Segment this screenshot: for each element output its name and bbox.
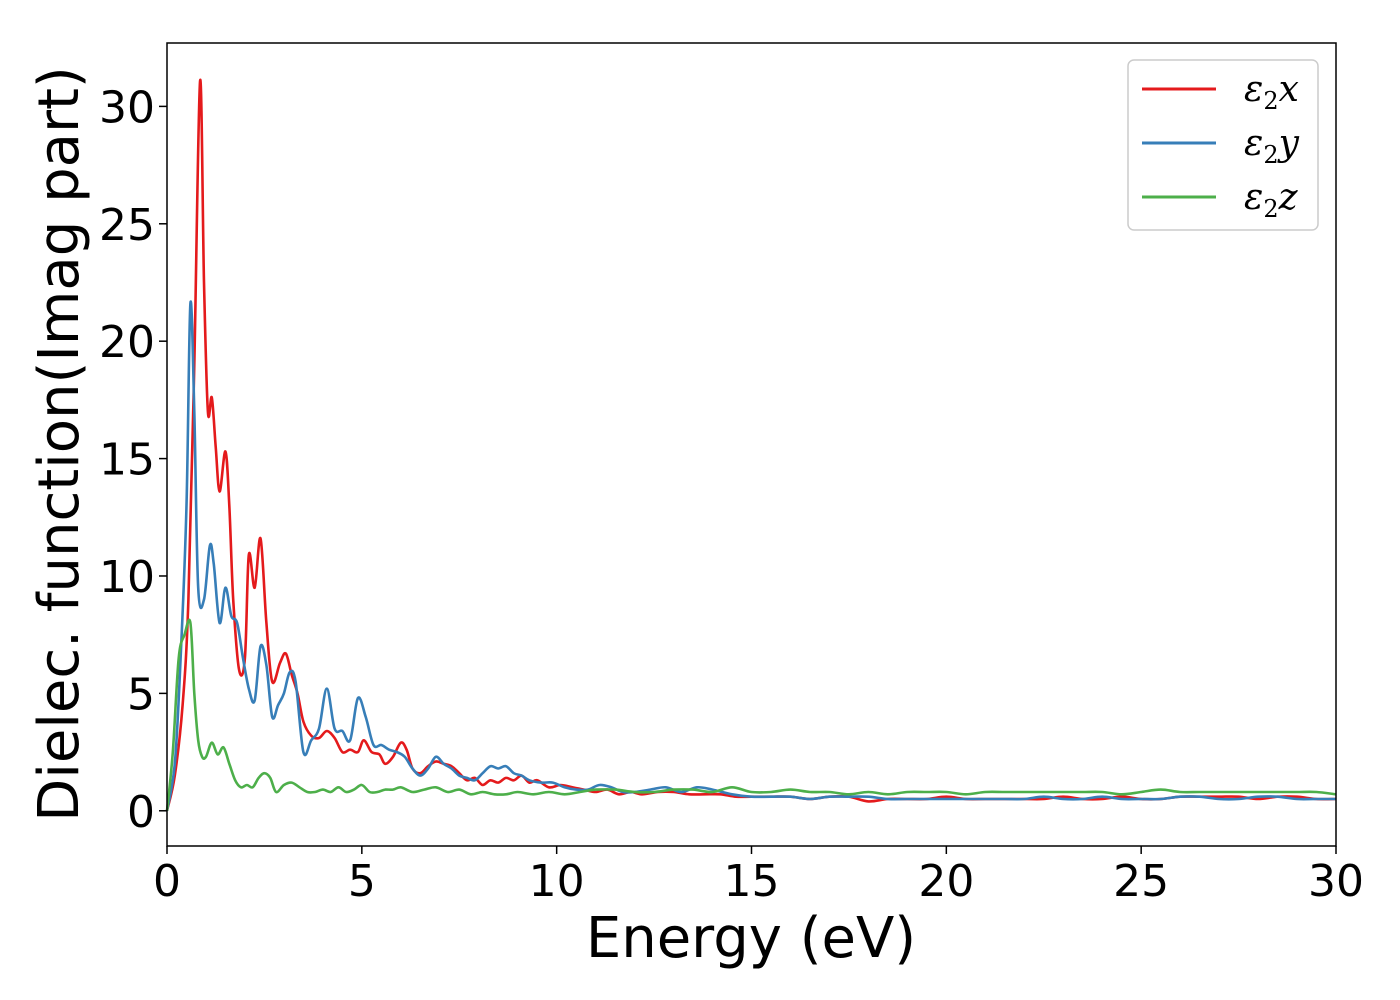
legend-label-y: ε2y — [1244, 123, 1300, 169]
series-line-y — [165, 300, 1336, 812]
legend-label-z: ε2z — [1244, 177, 1299, 223]
x-tick-label: 0 — [153, 856, 181, 907]
y-axis: 0 5 10 15 20 25 30 — [99, 82, 167, 838]
series-line-z — [165, 618, 1337, 811]
legend: ε2x ε2y ε2z — [1127, 59, 1319, 231]
x-axis-label: Energy (eV) — [586, 906, 916, 971]
legend-box — [1127, 59, 1319, 231]
x-tick-label: 5 — [348, 856, 376, 907]
x-tick-label: 30 — [1308, 856, 1364, 907]
y-tick-label: 10 — [99, 552, 155, 603]
y-tick-label: 30 — [99, 82, 155, 133]
legend-label-x: ε2x — [1244, 69, 1299, 115]
x-tick-label: 20 — [918, 856, 974, 907]
y-tick-label: 0 — [127, 787, 155, 838]
y-tick-label: 25 — [99, 200, 155, 251]
series-layer — [165, 78, 1337, 812]
x-tick-label: 15 — [724, 856, 780, 907]
x-tick-label: 25 — [1113, 856, 1169, 907]
y-tick-label: 20 — [99, 317, 155, 368]
x-axis: 0 5 10 15 20 25 30 — [153, 846, 1364, 907]
y-axis-label: Dielec. function(Imag part) — [27, 66, 92, 822]
y-tick-label: 15 — [99, 435, 155, 486]
y-tick-label: 5 — [127, 669, 155, 720]
x-tick-label: 10 — [529, 856, 585, 907]
